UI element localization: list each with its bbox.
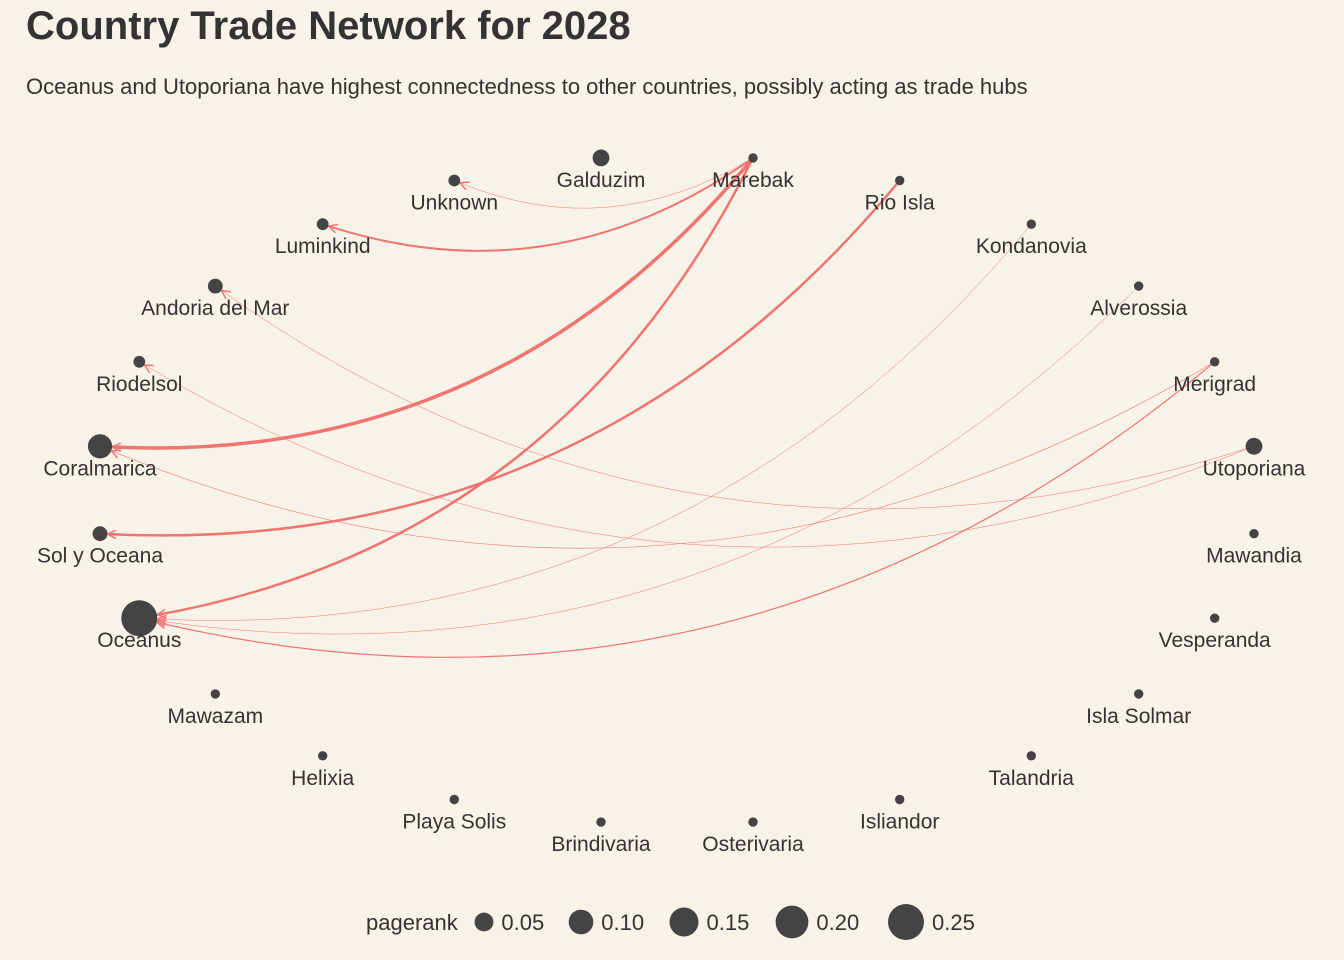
node-alverossia[interactable] [1134,281,1144,291]
node-playa-solis[interactable] [449,794,459,805]
legend-key-label: 0.15 [707,910,750,935]
legend-key-label: 0.10 [601,910,644,935]
node-label-unknown: Unknown [411,192,499,215]
edge-marebak-to-unknown [461,157,754,209]
edge-kondanovia-to-oceanus [158,223,1032,620]
legend-items: 0.05 0.10 0.15 0.20 0.25 [474,904,975,940]
node-label-oceanus: Oceanus [97,629,181,652]
node-label-rio-isla: Rio Isla [865,192,935,215]
edge-marebak-to-oceanus [158,156,755,615]
node-label-mawandia: Mawandia [1206,545,1302,568]
node-label-isliandor: Isliandor [860,811,939,834]
edges-layer [107,156,1255,658]
legend-key-circle [568,909,594,935]
node-rio-isla[interactable] [895,175,905,186]
node-label-alverossia: Alverossia [1090,297,1187,320]
node-isliandor[interactable] [895,794,905,805]
pagerank-legend: pagerank 0.05 0.10 0.15 0.20 0.25 [366,904,975,940]
legend-key-circle [888,904,924,940]
node-label-utoporiana: Utoporiana [1203,457,1306,480]
node-talandria[interactable] [1026,751,1037,761]
node-label-playa-solis: Playa Solis [402,811,506,834]
node-mawandia[interactable] [1249,529,1259,539]
node-isla-solmar[interactable] [1134,689,1144,699]
edge-merigrad-to-coralmarica [112,361,1215,549]
edge-marebak-to-coralmarica [111,156,755,448]
edge-marebak-to-luminkind [329,156,754,252]
legend-key-label: 0.25 [932,910,975,935]
legend-key-circle [775,905,809,939]
node-label-galduzim: Galduzim [557,169,646,192]
page-subtitle: Oceanus and Utoporiana have highest conn… [26,74,1028,99]
node-label-osterivaria: Osterivaria [702,833,804,856]
node-label-sol-y-oceana: Sol y Oceana [37,545,163,568]
edge-merigrad-to-oceanus [158,361,1216,658]
node-vesperanda[interactable] [1210,613,1220,623]
legend-key-label: 0.05 [501,910,544,935]
node-riodelsol[interactable] [133,355,146,368]
node-andoria-del-mar[interactable] [207,278,223,294]
node-label-kondanovia: Kondanovia [976,235,1087,258]
node-oceanus[interactable] [121,600,158,637]
node-marebak[interactable] [748,153,758,163]
node-label-riodelsol: Riodelsol [96,373,182,396]
legend-key-circle [669,907,699,937]
node-label-marebak: Marebak [712,169,794,192]
edge-rio-isla-to-sol-y-oceana [107,179,901,536]
network-graph: Galduzim Marebak Rio Isla Kondanovia Alveros… [37,149,1306,856]
legend-key-label: 0.20 [816,910,859,935]
nodes-layer [87,149,1263,827]
node-label-vesperanda: Vesperanda [1159,629,1271,652]
node-kondanovia[interactable] [1026,219,1037,229]
node-label-talandria: Talandria [989,767,1075,790]
node-brindivaria[interactable] [596,817,606,827]
edge-alverossia-to-oceanus [158,285,1139,635]
edge-utoporiana-to-andoria-del-mar [222,291,1255,510]
node-merigrad[interactable] [1210,357,1220,367]
node-label-isla-solmar: Isla Solmar [1086,705,1191,728]
node-unknown[interactable] [448,174,461,187]
node-label-merigrad: Merigrad [1173,373,1256,396]
node-osterivaria[interactable] [748,817,758,827]
node-label-brindivaria: Brindivaria [551,833,651,856]
node-label-mawazam: Mawazam [167,705,263,728]
page-title: Country Trade Network for 2028 [26,4,631,48]
node-helixia[interactable] [318,751,328,761]
edge-utoporiana-to-riodelsol [145,365,1255,548]
legend-title: pagerank [366,910,459,935]
node-label-helixia: Helixia [291,767,354,790]
node-label-andoria-del-mar: Andoria del Mar [141,297,289,320]
node-luminkind[interactable] [316,218,329,231]
labels-layer: Galduzim Marebak Rio Isla Kondanovia Alveros… [37,169,1306,856]
node-label-luminkind: Luminkind [275,235,371,258]
legend-key-circle [474,912,494,932]
node-coralmarica[interactable] [87,434,113,459]
node-mawazam[interactable] [210,689,220,699]
node-sol-y-oceana[interactable] [92,526,108,542]
node-galduzim[interactable] [592,149,610,167]
node-label-coralmarica: Coralmarica [43,457,157,480]
node-utoporiana[interactable] [1245,437,1263,455]
